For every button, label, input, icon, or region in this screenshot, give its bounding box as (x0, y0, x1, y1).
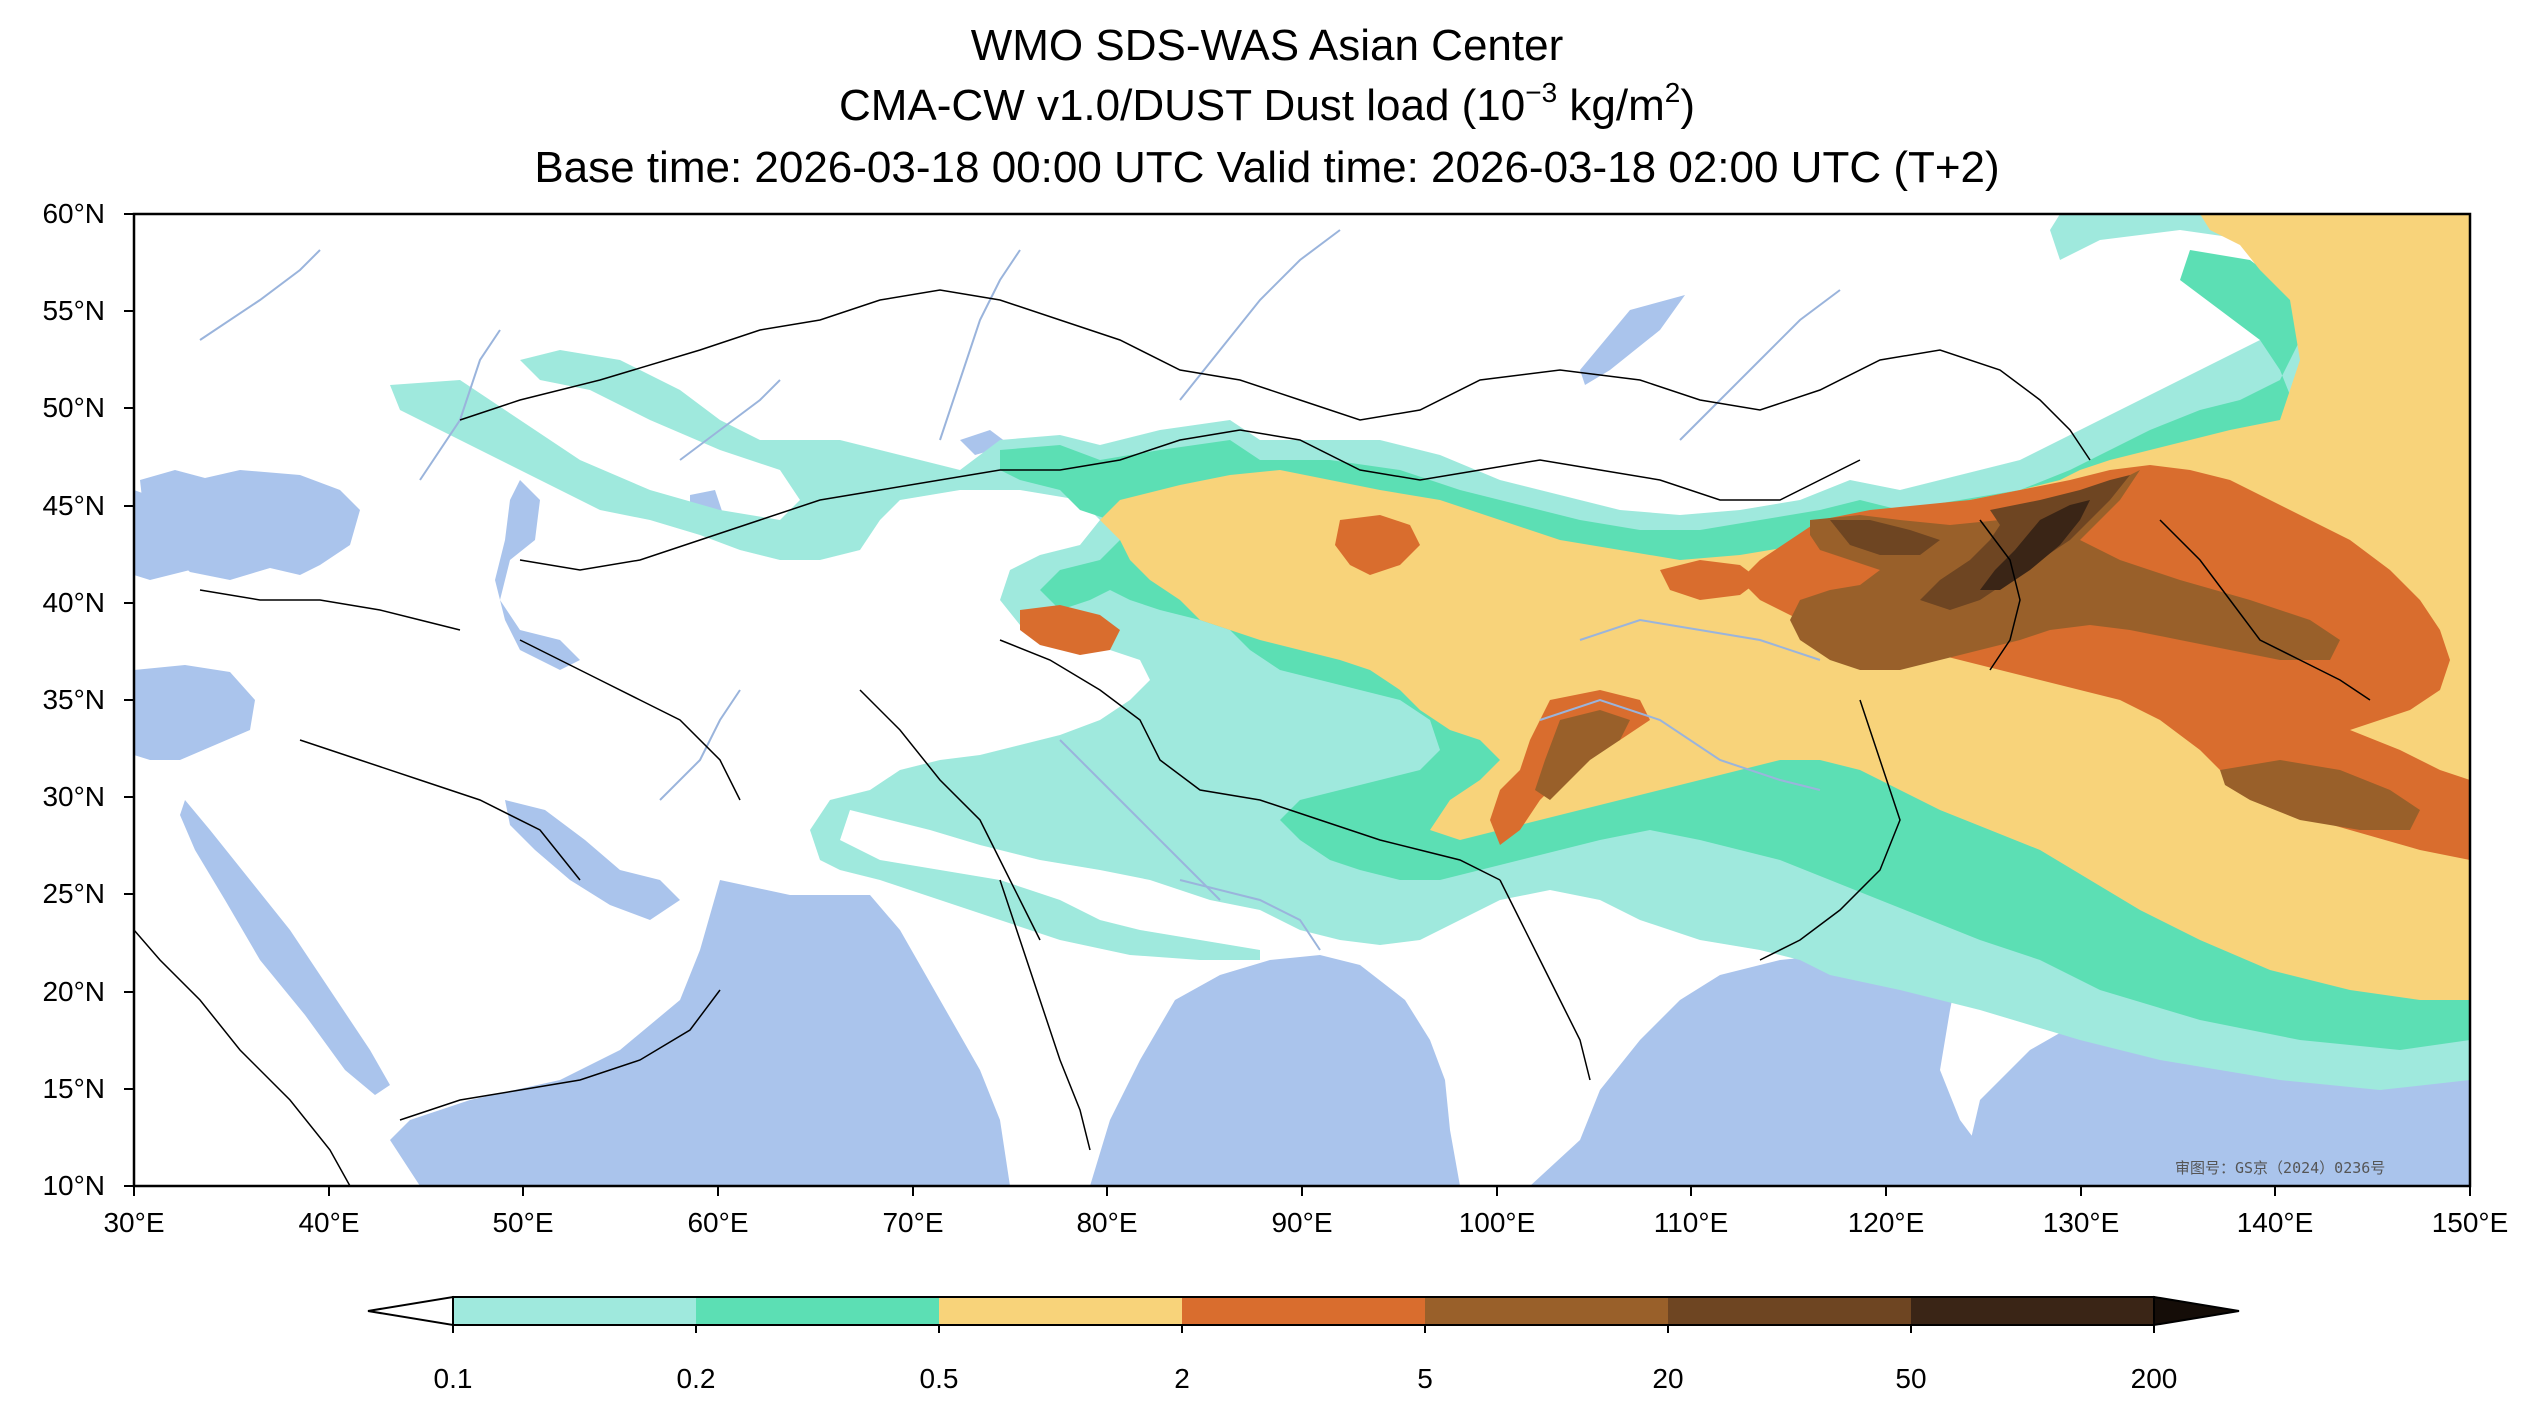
x-tick-label: 120°E (1847, 1207, 1925, 1238)
dust-contours (390, 214, 2470, 1090)
balkhash (960, 430, 1010, 455)
y-tick-label: 35°N (42, 684, 105, 715)
colorbar-frame (452, 1296, 2155, 1326)
x-tick-label: 60°E (687, 1207, 749, 1238)
colorbar-label: 5 (1417, 1363, 1433, 1394)
x-tick-label: 80°E (1076, 1207, 1138, 1238)
persian-gulf (505, 800, 680, 920)
x-tick-label: 110°E (1653, 1207, 1729, 1238)
y-tick-marks (124, 213, 134, 1187)
colorbar-bin-5 (1425, 1297, 1668, 1325)
x-tick-label: 50°E (492, 1207, 554, 1238)
baikal (1580, 295, 1685, 385)
china-coast (1759, 699, 1901, 961)
rivers (199, 229, 1841, 951)
colorbar-label: 20 (1652, 1363, 1684, 1394)
colorbar-bin-7 (1911, 1297, 2154, 1325)
x-tick-label: 70°E (882, 1207, 944, 1238)
colorbar-label: 2 (1174, 1363, 1190, 1394)
chart-title: WMO SDS-WAS Asian Center (970, 21, 1564, 70)
map-approval-number: 审图号：GS京（2024）0236号 (2175, 1159, 2386, 1177)
africa-coast (134, 929, 351, 1186)
y-tick-label: 55°N (42, 295, 105, 326)
y-tick-label: 30°N (42, 781, 105, 812)
kazakhstan-south (519, 429, 1241, 571)
bay-of-bengal (1090, 955, 1460, 1186)
contour-5-pacific (2220, 760, 2420, 830)
black-sea (140, 470, 360, 580)
contour-5-tibet (1535, 710, 1630, 800)
time-info: Base time: 2026-03-18 00:00 UTC Valid ti… (534, 143, 2000, 192)
colorbar-label: 200 (2130, 1363, 2178, 1394)
colorbar-bin-4 (1182, 1297, 1425, 1325)
saudi-border (299, 739, 581, 881)
y-tick-label: 40°N (42, 587, 105, 618)
x-tick-label: 90°E (1271, 1207, 1333, 1238)
colorbar-label: 50 (1895, 1363, 1927, 1394)
turkey-border (199, 589, 461, 631)
x-tick-label: 30°E (103, 1207, 165, 1238)
x-tick-marks (133, 1186, 2471, 1196)
y-tick-label: 60°N (42, 198, 105, 229)
x-tick-label: 140°E (2236, 1207, 2314, 1238)
y-tick-label: 15°N (42, 1073, 105, 1104)
country-borders (134, 289, 2371, 1186)
colorbar-bin-2 (696, 1297, 939, 1325)
x-tick-label: 40°E (298, 1207, 360, 1238)
red-sea (180, 800, 390, 1095)
colorbar-label: 0.1 (433, 1363, 473, 1394)
south-china-sea (1530, 920, 2000, 1186)
colorbar-label: 0.2 (676, 1363, 716, 1394)
x-tick-label: 100°E (1458, 1207, 1536, 1238)
colorbar-bin-6 (1668, 1297, 1911, 1325)
russia-border (459, 289, 2091, 461)
colorbar-ticks (452, 1325, 2155, 1333)
colorbar-extend-high (2153, 1295, 2240, 1327)
colorbar (367, 1295, 2240, 1333)
china-west (999, 639, 1501, 881)
korea-border (1979, 519, 2021, 671)
southeast-asia (1499, 879, 1591, 1081)
contour-20-west (1830, 520, 1940, 555)
contour-2-west2 (1020, 605, 1120, 655)
colorbar-bin-3 (939, 1297, 1182, 1325)
caspian-sea (495, 480, 580, 670)
colorbar-label: 0.5 (919, 1363, 959, 1394)
india-coast (999, 879, 1091, 1151)
india-border (859, 689, 1041, 941)
y-tick-label: 10°N (42, 1170, 105, 1201)
contour-5 (1790, 470, 2340, 670)
colorbar-extend-low (367, 1295, 454, 1327)
arabian-sea (390, 880, 1010, 1186)
y-tick-label: 45°N (42, 490, 105, 521)
y-tick-label: 50°N (42, 392, 105, 423)
contour-2-north (1660, 560, 1760, 600)
chart-subtitle: CMA-CW v1.0/DUST Dust load (10−3 kg/m2) (838, 77, 1695, 131)
y-tick-label: 25°N (42, 878, 105, 909)
japan-coast (2159, 519, 2371, 701)
contour-50 (1980, 500, 2090, 590)
mongolia-border (1239, 429, 1861, 501)
iran-border (519, 639, 741, 801)
colorbar-bin-1 (453, 1297, 696, 1325)
x-tick-label: 150°E (2431, 1207, 2509, 1238)
y-tick-label: 20°N (42, 976, 105, 1007)
contour-2-west1 (1335, 515, 1420, 575)
eastern-med (134, 665, 255, 760)
arabia-coast (399, 989, 721, 1121)
x-tick-label: 130°E (2042, 1207, 2120, 1238)
